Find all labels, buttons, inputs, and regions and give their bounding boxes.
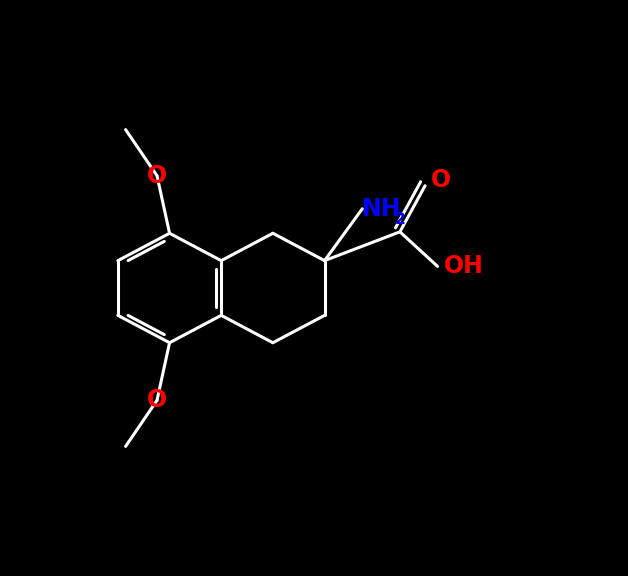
Text: O: O	[431, 168, 452, 192]
Text: OH: OH	[444, 255, 484, 278]
Text: 2: 2	[395, 211, 406, 227]
Text: O: O	[147, 388, 167, 412]
Text: NH: NH	[362, 197, 402, 221]
Text: O: O	[147, 164, 167, 188]
